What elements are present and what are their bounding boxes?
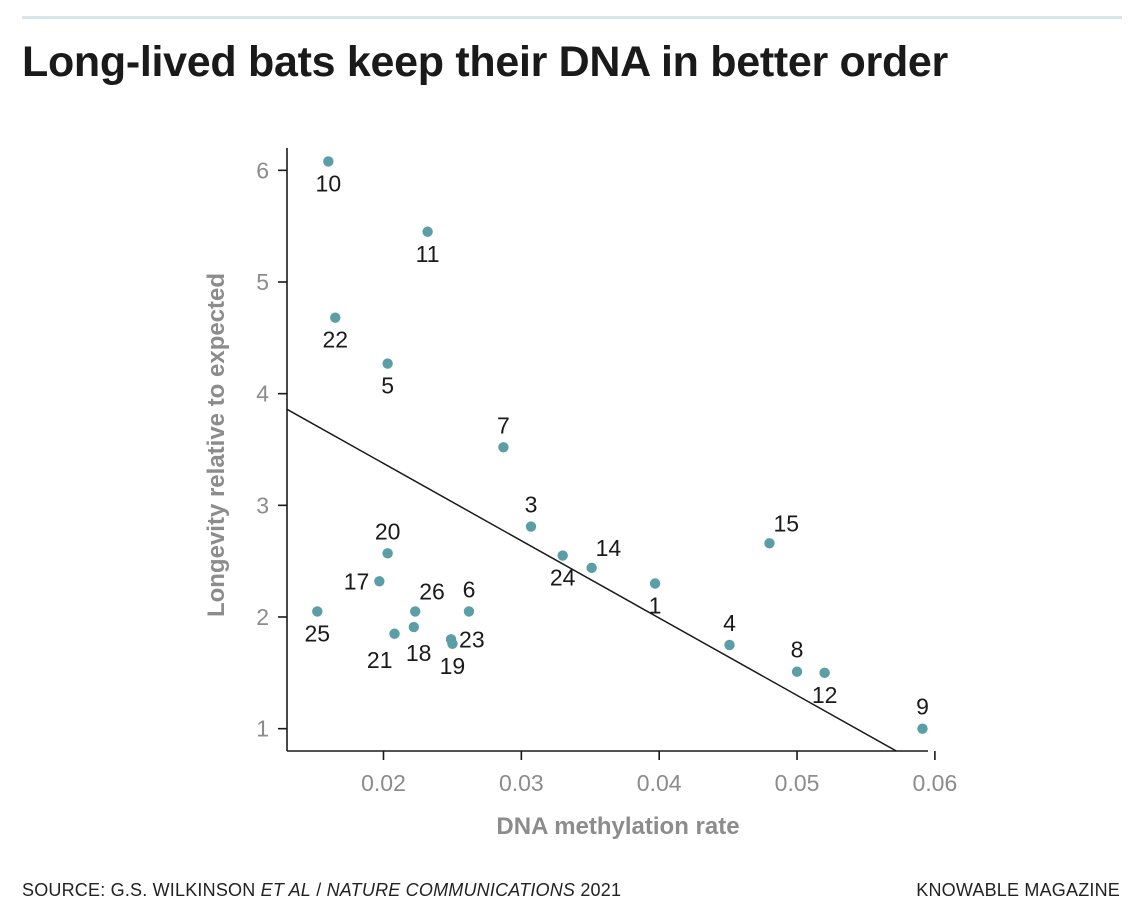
regression-line xyxy=(286,408,897,752)
source-note: SOURCE: G.S. WILKINSON ET AL / NATURE CO… xyxy=(22,880,621,901)
y-tick-label: 3 xyxy=(256,492,269,518)
y-tick-label: 6 xyxy=(256,157,269,183)
x-tick-label: 0.02 xyxy=(361,770,406,796)
y-tick-label: 5 xyxy=(256,269,269,295)
y-ticks: 1 2 3 4 5 6 xyxy=(256,157,287,742)
point-label-23: 23 xyxy=(459,626,485,652)
data-point-5 xyxy=(382,358,393,369)
y-axis-title: Longevity relative to expected xyxy=(203,273,230,617)
data-points xyxy=(312,156,928,734)
data-point-6 xyxy=(463,606,475,617)
data-point-9 xyxy=(917,723,928,734)
data-point-4 xyxy=(724,639,735,651)
point-label-12: 12 xyxy=(812,682,838,708)
x-tick-label: 0.06 xyxy=(913,770,958,796)
data-point-20 xyxy=(382,548,393,559)
data-point-3 xyxy=(525,521,537,532)
point-label-7: 7 xyxy=(497,412,510,438)
point-label-24: 24 xyxy=(550,565,576,591)
source-et-al: ET AL xyxy=(260,880,311,900)
fit-line-group xyxy=(286,408,897,752)
top-divider xyxy=(22,16,1122,19)
data-point-24 xyxy=(557,550,568,561)
y-tick-label: 2 xyxy=(256,604,269,630)
point-label-21: 21 xyxy=(367,647,393,673)
x-axis-title: DNA methylation rate xyxy=(496,813,739,840)
data-point-18 xyxy=(408,621,420,633)
data-point-19 xyxy=(447,638,458,649)
data-point-12 xyxy=(819,667,830,679)
data-point-10 xyxy=(323,156,334,167)
data-point-7 xyxy=(498,442,509,453)
data-point-17 xyxy=(374,576,385,587)
point-label-8: 8 xyxy=(791,637,804,663)
point-label-25: 25 xyxy=(305,620,331,646)
data-point-11 xyxy=(422,226,433,237)
axes xyxy=(286,148,928,752)
x-ticks: 0.02 0.03 0.04 0.05 0.06 xyxy=(361,751,957,796)
point-label-15: 15 xyxy=(773,510,799,536)
data-point-1 xyxy=(649,578,661,589)
point-label-22: 22 xyxy=(322,327,348,353)
source-prefix: SOURCE: G.S. WILKINSON xyxy=(22,880,261,900)
y-tick-label: 1 xyxy=(256,716,269,742)
source-separator: / xyxy=(311,880,327,900)
point-label-9: 9 xyxy=(916,694,929,720)
point-label-19: 19 xyxy=(440,653,466,679)
point-label-18: 18 xyxy=(406,640,432,666)
point-label-1: 1 xyxy=(649,593,662,619)
chart-title: Long-lived bats keep their DNA in better… xyxy=(22,38,948,86)
data-point-26 xyxy=(410,606,421,617)
point-label-14: 14 xyxy=(596,535,622,561)
data-point-15 xyxy=(764,538,775,549)
point-label-20: 20 xyxy=(375,518,401,544)
point-label-3: 3 xyxy=(525,492,538,518)
point-label-6: 6 xyxy=(463,576,476,602)
x-tick-label: 0.05 xyxy=(775,770,820,796)
data-point-22 xyxy=(330,312,341,323)
point-label-17: 17 xyxy=(344,568,370,594)
source-journal: NATURE COMMUNICATIONS xyxy=(326,880,576,900)
y-tick-label: 4 xyxy=(256,381,269,407)
data-point-21 xyxy=(389,628,400,639)
x-tick-label: 0.04 xyxy=(637,770,682,796)
data-point-8 xyxy=(791,666,803,677)
data-point-14 xyxy=(586,562,597,574)
point-label-10: 10 xyxy=(316,170,342,196)
publisher-credit: KNOWABLE MAGAZINE xyxy=(916,880,1120,900)
source-year: 2021 xyxy=(575,880,622,900)
point-label-26: 26 xyxy=(419,578,445,604)
data-point-25 xyxy=(312,606,323,617)
point-label-4: 4 xyxy=(723,610,736,636)
point-label-11: 11 xyxy=(416,241,440,267)
x-tick-label: 0.03 xyxy=(499,770,544,796)
point-label-5: 5 xyxy=(381,373,394,399)
